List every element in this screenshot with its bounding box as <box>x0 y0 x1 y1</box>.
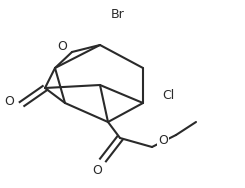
Text: O: O <box>158 133 168 146</box>
Text: O: O <box>92 164 102 177</box>
Text: O: O <box>57 39 67 52</box>
Text: O: O <box>4 96 14 108</box>
Text: Br: Br <box>111 8 125 20</box>
Text: Cl: Cl <box>162 89 174 102</box>
